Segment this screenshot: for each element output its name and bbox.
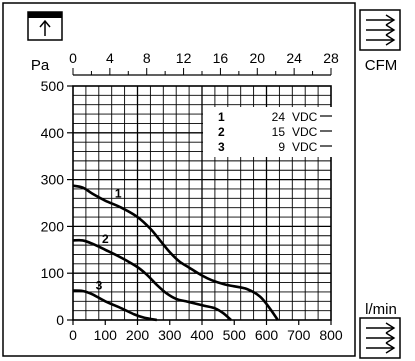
x2-tick-label: 16 [213,50,229,66]
x-tick-label: 600 [255,327,279,343]
legend-value-1: 24 [272,110,286,124]
legend-value-3: 9 [278,140,285,154]
legend-unit-2: VDC [292,125,318,139]
airflow-arrows-icon [360,318,400,358]
y-tick-label: 400 [41,125,65,141]
airflow-arrows-icon [360,10,400,50]
x-tick-label: 200 [126,327,150,343]
x-tick-label: 100 [94,327,118,343]
x-tick-label: 700 [287,327,311,343]
x-axis-label: l/min [365,301,397,318]
legend-unit-1: VDC [292,110,318,124]
legend-unit-3: VDC [292,140,318,154]
legend-num-3: 3 [218,140,225,154]
x2-tick-label: 24 [286,50,302,66]
x-tick-label: 800 [319,327,343,343]
curve-label-1: 1 [115,186,122,200]
performance-curves [73,186,278,320]
x2-tick-label: 28 [323,50,339,66]
y-axis-label: Pa [31,57,50,74]
legend-num-2: 2 [218,125,225,139]
pressure-arrow-icon [28,12,62,40]
curve-label-3: 3 [96,279,103,293]
y-tick-label: 100 [41,265,65,281]
x2-tick-label: 0 [69,50,77,66]
x2-tick-label: 8 [143,50,151,66]
curve-label-2: 2 [102,232,109,246]
y-tick-label: 300 [41,172,65,188]
x2-axis-label: CFM [365,57,398,74]
y-tick-label: 200 [41,218,65,234]
axes [67,68,331,325]
x2-tick-label: 20 [249,50,265,66]
y-tick-label: 500 [41,78,65,94]
x-tick-label: 400 [190,327,214,343]
legend-num-1: 1 [218,110,225,124]
x-tick-label: 500 [223,327,247,343]
y-tick-label: 0 [56,312,64,328]
x2-tick-label: 12 [176,50,192,66]
x-tick-label: 300 [158,327,182,343]
legend-value-2: 15 [272,125,286,139]
legend: 1 24 VDC 2 15 VDC 3 9 VDC [203,107,333,157]
x2-tick-label: 4 [106,50,114,66]
x-tick-label: 0 [69,327,77,343]
